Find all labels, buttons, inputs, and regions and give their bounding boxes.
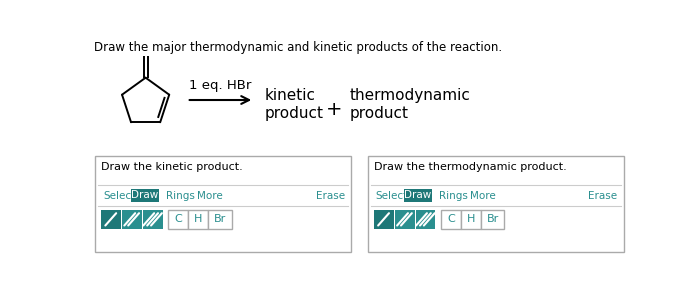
Bar	[168, 210, 188, 229]
Bar	[404, 189, 432, 202]
Text: Draw: Draw	[131, 190, 158, 200]
Text: More: More	[197, 191, 223, 201]
Text: Erase: Erase	[589, 191, 617, 201]
Text: Br: Br	[486, 214, 499, 224]
Bar	[461, 210, 481, 229]
Text: H: H	[194, 214, 202, 224]
Text: Rings: Rings	[166, 191, 195, 201]
Bar	[122, 210, 141, 229]
Text: +: +	[326, 100, 342, 119]
Text: Draw the kinetic product.: Draw the kinetic product.	[102, 162, 243, 173]
Text: Draw: Draw	[404, 190, 431, 200]
Text: Br: Br	[214, 214, 226, 224]
Text: Draw the major thermodynamic and kinetic products of the reaction.: Draw the major thermodynamic and kinetic…	[94, 41, 502, 54]
Text: C: C	[174, 214, 182, 224]
Bar	[416, 210, 435, 229]
Text: kinetic
product: kinetic product	[264, 88, 323, 121]
Text: More: More	[470, 191, 496, 201]
Bar	[368, 156, 624, 253]
Bar	[95, 156, 351, 253]
Bar	[188, 210, 209, 229]
Text: 1 eq. HBr: 1 eq. HBr	[189, 79, 251, 92]
Text: H: H	[467, 214, 475, 224]
Text: Select: Select	[103, 191, 135, 201]
Bar	[102, 210, 121, 229]
Bar	[374, 210, 393, 229]
Text: Rings: Rings	[439, 191, 468, 201]
Bar	[144, 210, 162, 229]
Text: C: C	[447, 214, 455, 224]
Bar	[481, 210, 505, 229]
Bar	[441, 210, 461, 229]
Bar	[131, 189, 159, 202]
Text: Select: Select	[376, 191, 408, 201]
Bar	[395, 210, 414, 229]
Bar	[209, 210, 232, 229]
Text: Erase: Erase	[316, 191, 345, 201]
Text: thermodynamic
product: thermodynamic product	[349, 88, 470, 121]
Text: Draw the thermodynamic product.: Draw the thermodynamic product.	[374, 162, 567, 173]
